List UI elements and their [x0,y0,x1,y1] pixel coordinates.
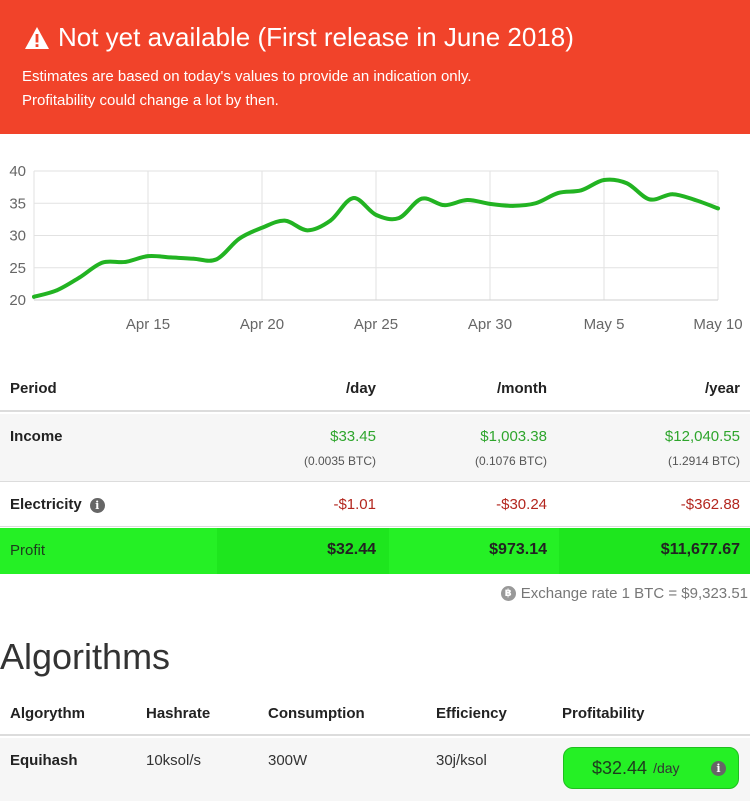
y-tick-label: 40 [9,163,26,180]
banner-message-line2: Profitability could change a lot by then… [22,92,279,109]
data-point [146,254,150,258]
banner-title-row: Not yet available (First release in June… [24,22,574,53]
header-year: /year [704,380,740,397]
electricity-label: Electricity [10,496,82,513]
income-day-btc: (0.0035 BTC) [303,454,376,468]
header-day: /day [345,380,376,397]
data-point [625,181,629,186]
profit-year-bg [559,528,750,574]
profitability-unit: /day [653,760,680,776]
data-point [77,275,82,280]
exchange-rate: ฿ Exchange rate 1 BTC = $9,323.51 [500,585,748,602]
algorithms-table-header: Algorythm Hashrate Consumption Efficienc… [0,690,750,736]
data-point [191,256,196,261]
algorithm-name: Equihash [10,752,78,769]
data-point [716,206,720,211]
x-tick-label: Apr 25 [354,316,398,333]
algorithm-hashrate: 10ksol/s [146,752,202,769]
algorithm-consumption: 300W [268,752,308,769]
data-point [100,260,105,265]
data-point [214,257,219,262]
header-hashrate: Hashrate [146,705,211,722]
data-point [693,198,697,202]
profitability-badge[interactable]: $32.44 /day i [563,747,739,789]
data-point [169,255,173,260]
data-point [328,218,333,223]
data-point [32,294,36,299]
x-tick-label: Apr 20 [240,316,284,333]
profit-table-header: Period /day /month /year [0,366,750,412]
profit-day-bg [217,528,389,574]
bitcoin-icon: ฿ [500,586,516,601]
chart-svg: 20 25 30 35 40 Apr 15 Apr 20 Apr 25 Apr 30 May 5 M… [9,163,742,333]
profit-month: $973.14 [489,541,547,558]
header-consumption: Consumption [268,705,365,722]
availability-banner: Not yet available (First release in June… [0,0,750,134]
table-row: Equihash 10ksol/s 300W 30j/ksol $32.44 /… [0,738,750,801]
income-day: $33.45 [330,428,376,445]
data-point [533,201,538,206]
profit-day: $32.44 [327,541,376,558]
electricity-day: -$1.01 [333,496,376,513]
data-point [237,236,241,241]
header-profitability: Profitability [562,705,645,722]
data-point [55,288,59,293]
x-tick-label: Apr 15 [126,316,170,333]
x-tick-label: May 5 [584,316,625,333]
income-label: Income [10,428,63,445]
data-point [647,197,652,202]
info-icon[interactable]: i [711,761,726,776]
x-tick-label: May 10 [693,316,742,333]
income-year: $12,040.55 [664,428,740,445]
exchange-rate-text: Exchange rate 1 BTC = $9,323.51 [520,585,748,602]
data-point [260,225,264,230]
electricity-month: -$30.24 [496,496,547,513]
electricity-label-wrap: Electricity i [10,496,105,513]
data-point [670,192,675,197]
income-year-btc: (1.2914 BTC) [667,454,740,468]
data-point [305,228,310,233]
data-point [556,191,561,195]
data-point [579,188,583,193]
y-tick-label: 20 [9,292,26,309]
data-point [374,213,378,217]
data-point [442,203,447,207]
data-point [465,198,470,202]
table-row-profit: Profit $32.44 $973.14 $11,677.67 [0,528,750,574]
profit-label: Profit [10,542,46,559]
x-tick-label: Apr 30 [468,316,512,333]
profit-year: $11,677.67 [660,541,740,558]
table-row-income: Income $33.45 (0.0035 BTC) $1,003.38 (0.… [0,414,750,482]
algorithms-table: Algorythm Hashrate Consumption Efficienc… [0,690,750,801]
y-tick-label: 35 [9,195,26,212]
data-point [397,216,401,220]
data-point [283,218,287,223]
income-month: $1,003.38 [480,428,547,445]
header-algorythm: Algorythm [10,705,85,722]
banner-title: Not yet available (First release in June… [58,22,574,52]
profitability-value: $32.44 [592,757,648,778]
header-month: /month [497,380,547,397]
electricity-year: -$362.88 [680,496,740,513]
income-month-btc: (0.1076 BTC) [474,454,547,468]
header-efficiency: Efficiency [436,705,507,722]
algorithm-efficiency: 30j/ksol [436,752,487,769]
data-point [351,196,356,200]
data-point [488,202,492,206]
algorithms-title: Algorithms [0,636,171,677]
y-tick-label: 30 [9,228,26,245]
data-point [419,196,424,201]
banner-message-line1: Estimates are based on today's values to… [22,68,472,85]
table-row-electricity: Electricity i -$1.01 -$30.24 -$362.88 [0,483,750,527]
data-point [602,178,606,182]
y-tick-label: 25 [9,260,26,277]
info-icon[interactable]: i [89,497,105,513]
data-point [123,260,127,264]
data-point [511,204,515,208]
profit-history-chart: 20 25 30 35 40 Apr 15 Apr 20 Apr 25 Apr 30 May 5 M… [0,150,750,350]
header-period: Period [10,380,57,397]
warning-triangle-icon [25,26,49,49]
